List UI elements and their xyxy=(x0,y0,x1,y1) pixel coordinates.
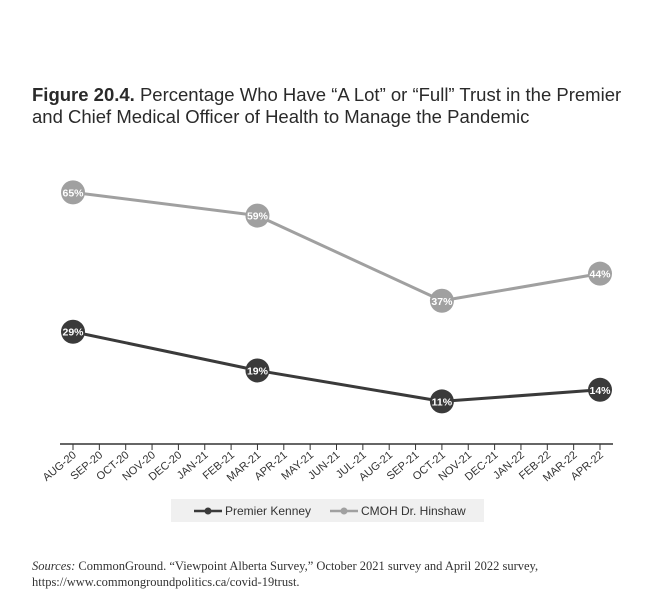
data-point xyxy=(588,261,612,286)
data-point xyxy=(61,180,85,205)
series-line xyxy=(72,330,601,403)
legend-swatch-marker xyxy=(204,507,212,515)
legend-background xyxy=(171,499,484,522)
legend-label: Premier Kenney xyxy=(225,504,311,518)
data-point xyxy=(429,389,454,414)
series-line xyxy=(72,190,601,303)
data-point xyxy=(61,319,85,344)
legend-swatch-marker xyxy=(340,507,348,515)
data-label: 11% xyxy=(432,396,453,408)
source-text: CommonGround. “Viewpoint Alberta Survey,… xyxy=(32,559,539,589)
source-note: Sources: CommonGround. “Viewpoint Albert… xyxy=(32,558,622,590)
data-label: 37% xyxy=(431,296,453,308)
source-label: Sources: xyxy=(32,559,76,573)
data-point xyxy=(588,377,612,402)
data-point xyxy=(245,203,270,228)
figure-title-text: Percentage Who Have “A Lot” or “Full” Tr… xyxy=(32,84,622,127)
data-label: 19% xyxy=(247,365,269,377)
data-label: 44% xyxy=(589,269,611,281)
legend: Premier Kenney CMOH Dr. Hinshaw xyxy=(171,499,484,522)
data-point xyxy=(429,288,454,313)
figure-title: Figure 20.4. Percentage Who Have “A Lot”… xyxy=(32,84,622,128)
data-label: 29% xyxy=(62,327,84,339)
legend-label: CMOH Dr. Hinshaw xyxy=(361,504,466,518)
figure-number: Figure 20.4. xyxy=(32,84,135,105)
data-label: 59% xyxy=(247,211,269,223)
data-label: 14% xyxy=(589,385,611,397)
data-label: 65% xyxy=(62,187,84,199)
data-point xyxy=(245,358,270,383)
